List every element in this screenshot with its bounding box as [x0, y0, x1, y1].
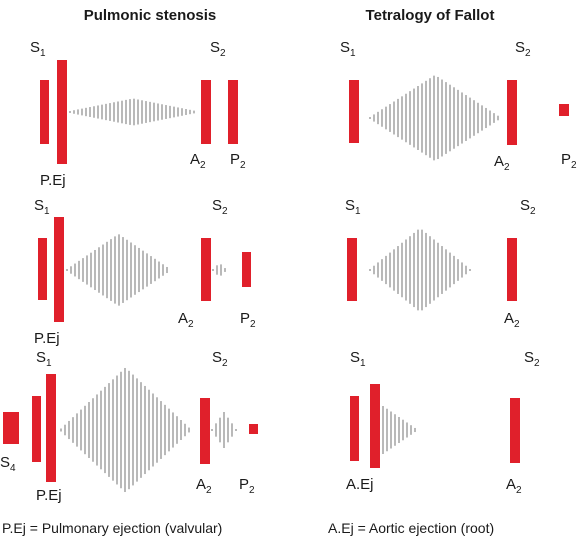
ps1-a2-sound — [201, 80, 211, 144]
tof1-s2-label: S2 — [515, 39, 531, 59]
ps3-a2-sound — [200, 398, 210, 464]
tof2-s1-label: S1 — [345, 197, 361, 217]
ps-row-3: S1 S2 S4 A2 P2 P.Ej — [0, 349, 258, 504]
ps1-pulmonary-ejection-sound — [57, 60, 67, 164]
tof2-murmur — [369, 229, 471, 311]
title-tetralogy-of-fallot: Tetralogy of Fallot — [366, 7, 495, 24]
ps3-s4-label: S4 — [0, 454, 16, 474]
ps1-pej-label: P.Ej — [40, 172, 66, 189]
caption-aortic-ejection: A.Ej = Aortic ejection (root) — [328, 520, 494, 536]
ps2-murmur — [66, 234, 168, 306]
tof3-aej-label: A.Ej — [346, 476, 374, 493]
ps2-s1-sound — [38, 238, 47, 300]
ps-row-1: S1 S2 A2 P2 P.Ej — [30, 39, 246, 189]
ps3-s2-label: S2 — [212, 349, 228, 369]
tof-row-3: S1 S2 A.Ej A2 — [346, 349, 540, 496]
tof3-a2-label: A2 — [506, 476, 522, 496]
tof1-p2-label: P2 — [561, 151, 577, 171]
tof3-aortic-ejection-sound — [370, 384, 380, 468]
ps2-s1-label: S1 — [34, 197, 50, 217]
ps3-murmur — [60, 367, 190, 493]
ps3-s1-sound — [32, 396, 41, 462]
tof3-s2-label: S2 — [524, 349, 540, 369]
tof1-p2-sound — [559, 104, 569, 116]
caption-pulmonary-ejection: P.Ej = Pulmonary ejection (valvular) — [2, 520, 222, 536]
ps2-a2-label: A2 — [178, 310, 194, 330]
ps2-p2-label: P2 — [240, 310, 256, 330]
ps2-pej-label: P.Ej — [34, 330, 60, 347]
ps1-p2-label: P2 — [230, 151, 246, 171]
tof3-a2-sound — [510, 398, 520, 463]
ps3-pej-label: P.Ej — [36, 487, 62, 504]
ps3-s1-label: S1 — [36, 349, 52, 369]
tof1-a2-sound — [507, 80, 517, 145]
ps2-murmur-tail — [212, 264, 226, 276]
tof2-s1-sound — [347, 238, 357, 301]
ps1-a2-label: A2 — [190, 151, 206, 171]
ps3-p2-label: P2 — [239, 476, 255, 496]
tof-row-2: S1 S2 A2 — [345, 197, 536, 330]
tof3-s1-sound — [350, 396, 359, 461]
ps3-murmur-tail — [211, 412, 237, 448]
ps1-s2-label: S2 — [210, 39, 226, 59]
ps1-s1-sound — [40, 80, 49, 144]
ps3-p2-sound — [249, 424, 258, 434]
ps3-pulmonary-ejection-sound — [46, 374, 56, 482]
tof1-s1-sound — [349, 80, 359, 143]
title-pulmonic-stenosis: Pulmonic stenosis — [84, 7, 217, 24]
tof1-murmur — [369, 75, 499, 161]
ps1-p2-sound — [228, 80, 238, 144]
tof1-s1-label: S1 — [340, 39, 356, 59]
ps3-a2-label: A2 — [196, 476, 212, 496]
tof1-a2-label: A2 — [494, 153, 510, 173]
ps2-s2-label: S2 — [212, 197, 228, 217]
tof3-murmur — [382, 406, 416, 454]
ps2-a2-sound — [201, 238, 211, 301]
tof2-a2-sound — [507, 238, 517, 301]
tof2-s2-label: S2 — [520, 197, 536, 217]
tof2-a2-label: A2 — [504, 310, 520, 330]
ps2-p2-sound — [242, 252, 251, 287]
ps1-murmur — [69, 98, 195, 126]
ps-row-2: S1 S2 A2 P2 P.Ej — [34, 197, 256, 347]
ps1-s1-label: S1 — [30, 39, 46, 59]
ps3-s4-sound — [3, 412, 19, 444]
ps2-pulmonary-ejection-sound — [54, 217, 64, 322]
tof3-s1-label: S1 — [350, 349, 366, 369]
tof-row-1: S1 S2 A2 P2 — [340, 39, 577, 173]
